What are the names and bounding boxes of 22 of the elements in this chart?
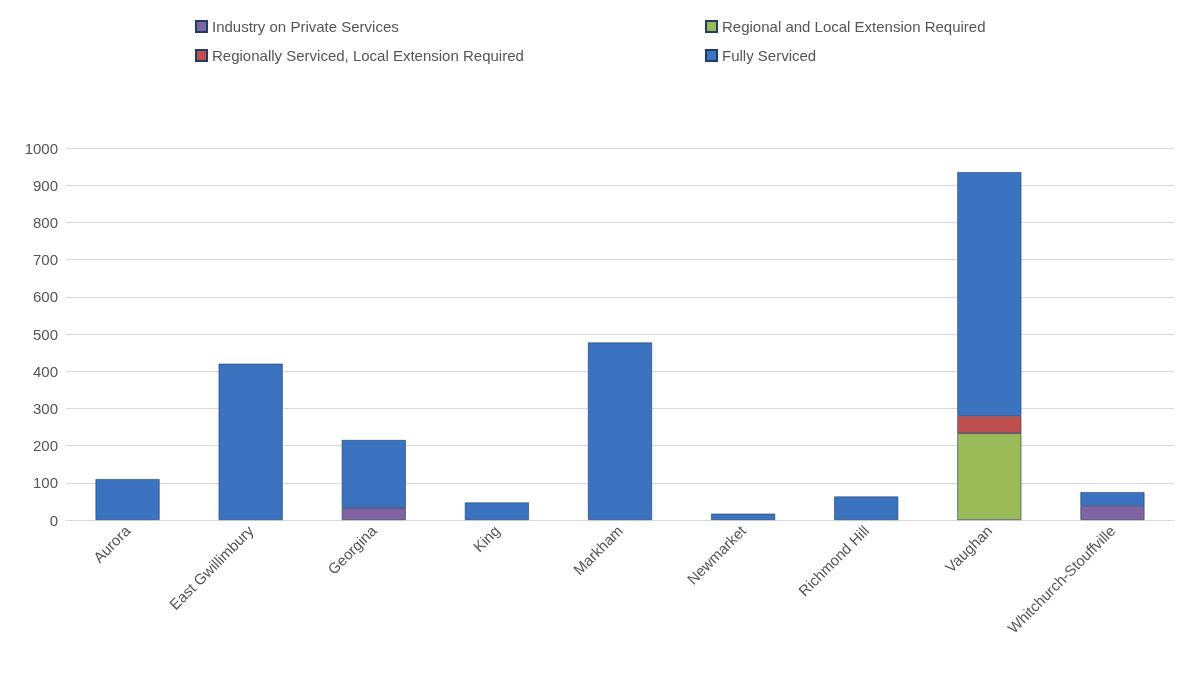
bar xyxy=(711,513,776,520)
bar xyxy=(95,479,160,520)
bar xyxy=(218,363,283,520)
legend-label: Industry on Private Services xyxy=(212,18,399,35)
y-tick-label: 800 xyxy=(32,213,58,231)
legend-label: Fully Serviced xyxy=(722,47,817,64)
y-tick-label: 400 xyxy=(32,362,58,380)
y-tick-label: 500 xyxy=(32,325,58,343)
y-tick-label: 700 xyxy=(32,251,58,269)
bar xyxy=(587,342,653,520)
legend-label: Regional and Local Extension Required xyxy=(722,18,986,35)
x-tick-label: King xyxy=(469,521,503,556)
bar xyxy=(464,502,529,520)
y-tick-label: 300 xyxy=(32,399,58,417)
y-tick-label: 600 xyxy=(32,288,58,306)
y-tick-label: 200 xyxy=(32,437,58,455)
y-tick-label: 1000 xyxy=(24,139,58,157)
legend-label: Regionally Serviced, Local Extension Required xyxy=(212,47,524,64)
y-tick-label: 100 xyxy=(32,474,58,492)
bar xyxy=(834,496,899,520)
y-tick-label: 0 xyxy=(49,511,58,529)
y-tick-label: 900 xyxy=(32,176,58,194)
